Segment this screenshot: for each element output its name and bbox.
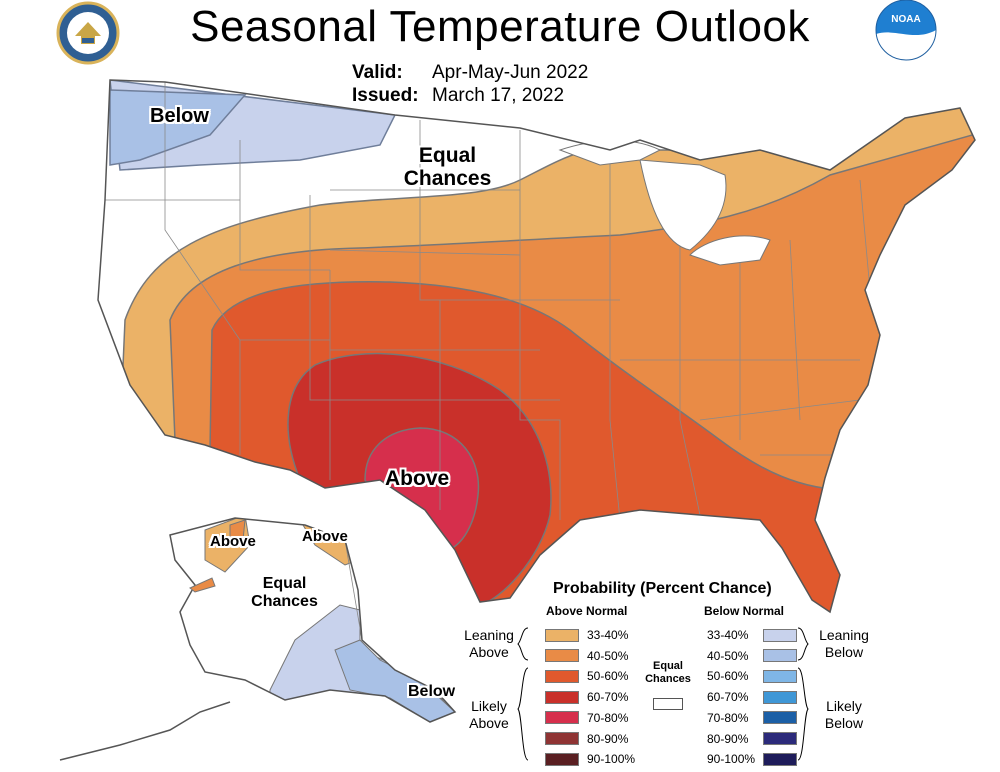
legend-below-range: 50-60% (707, 669, 749, 684)
legend-above-range: 90-100% (587, 752, 636, 767)
legend-likely-above-line2: Above (469, 715, 509, 731)
doc-seal-icon (56, 1, 120, 65)
legend-below-swatch (763, 690, 797, 704)
legend-leaning-below-line1: Leaning (819, 627, 869, 643)
valid-period: Valid: Apr-May-Jun 2022 (352, 62, 588, 84)
legend-below-range: 60-70% (707, 690, 749, 705)
legend-likely-below-line1: Likely (826, 698, 862, 714)
legend-below-row: 70-80% (707, 710, 797, 726)
legend-title: Probability (Percent Chance) (553, 580, 772, 597)
legend-above-swatch (545, 732, 579, 745)
legend-below-range: 40-50% (707, 648, 749, 663)
legend-equal-chances-swatch (653, 698, 683, 710)
legend-above-row: 60-70% (545, 689, 643, 705)
noaa-logo-icon: NOAA (875, 0, 937, 61)
legend-below-swatch (763, 669, 797, 683)
legend-leaning-above-line2: Above (469, 644, 509, 660)
legend-above-swatch (545, 690, 579, 704)
legend-below-range: 70-80% (707, 710, 749, 725)
map-label-equal-chances-ak: Equal Chances (242, 575, 327, 610)
legend-above-swatch (545, 711, 579, 725)
legend-below-range: 33-40% (707, 628, 749, 642)
issued-date: Issued: March 17, 2022 (352, 85, 564, 107)
map-label-below-ak: Below (408, 683, 456, 700)
map-label-above-ak-north: Above (302, 528, 348, 545)
legend-above-swatch (545, 752, 579, 766)
legend-above-row: 50-60% (545, 668, 643, 684)
legend-above-range: 40-50% (587, 648, 629, 663)
legend-below-row: 40-50% (707, 648, 797, 664)
legend-leaning-above-line1: Leaning (464, 627, 514, 643)
legend-likely-above: Likely Above (458, 698, 520, 732)
legend-below-row: 80-90% (707, 731, 797, 747)
legend-above-row: 80-90% (545, 731, 643, 747)
map-label-above-south: Above (385, 467, 450, 490)
conus-outline (97, 79, 976, 614)
legend-leaning-above: Leaning Above (458, 627, 520, 661)
map-label-ak-equal-line2: Chances (251, 592, 318, 610)
map-label-ak-equal-line1: Equal (262, 575, 307, 592)
map-label-equal-chances-north: Equal Chances (395, 144, 500, 190)
map-label-above-ak-west: Above (210, 533, 256, 550)
legend-below-swatch (763, 752, 797, 766)
legend-below-row: 90-100% (707, 751, 797, 767)
legend-below-row: 60-70% (707, 689, 797, 705)
legend-above-row: 90-100% (545, 751, 643, 767)
valid-label: Valid: (352, 62, 403, 83)
legend-above-range: 33-40% (587, 628, 629, 642)
legend-below-row: 33-40% (707, 627, 797, 643)
legend-equal-chances: Equal Chances (641, 660, 695, 686)
legend-above-header: Above Normal (546, 604, 628, 618)
legend-above-range: 70-80% (587, 710, 629, 725)
legend-above-row: 33-40% (545, 627, 643, 643)
legend-leaning-below: Leaning Below (810, 627, 878, 661)
legend-above-row: 70-80% (545, 710, 643, 726)
legend-above-range: 60-70% (587, 690, 629, 705)
legend-above-swatch (545, 628, 579, 642)
map-label-below-northwest: Below (150, 105, 209, 127)
legend-above-range: 50-60% (587, 669, 629, 684)
issued-value: March 17, 2022 (432, 85, 565, 106)
issued-label: Issued: (352, 85, 419, 106)
legend-likely-below-line2: Below (824, 715, 864, 731)
page-title: Seasonal Temperature Outlook (190, 2, 810, 51)
legend-above-row: 40-50% (545, 648, 643, 664)
legend-below-range: 80-90% (707, 731, 749, 746)
legend-below-swatch (763, 711, 797, 725)
map-label-equal-line1: Equal (418, 144, 477, 167)
legend-below-swatch (763, 732, 797, 745)
legend-equal-line2: Chances (645, 673, 691, 685)
legend-likely-below: Likely Below (810, 698, 878, 732)
legend-equal-line1: Equal (653, 660, 683, 672)
valid-value: Apr-May-Jun 2022 (432, 62, 589, 83)
legend-brackets (517, 627, 809, 761)
aleutian-islands (59, 701, 231, 761)
legend-below-swatch (763, 628, 797, 642)
alaska-island (189, 577, 216, 593)
alaska-outline (169, 517, 457, 723)
legend-below-range: 90-100% (707, 752, 756, 767)
legend-below-row: 50-60% (707, 668, 797, 684)
map-label-equal-line2: Chances (403, 167, 492, 191)
legend-likely-above-line1: Likely (471, 698, 507, 714)
legend-above-range: 80-90% (587, 731, 629, 746)
legend-above-swatch (545, 649, 579, 663)
legend-above-swatch (545, 669, 579, 683)
legend-below-swatch (763, 649, 797, 663)
legend-below-header: Below Normal (704, 604, 785, 618)
noaa-logo-text: NOAA (891, 14, 920, 25)
legend-leaning-below-line2: Below (824, 644, 864, 660)
